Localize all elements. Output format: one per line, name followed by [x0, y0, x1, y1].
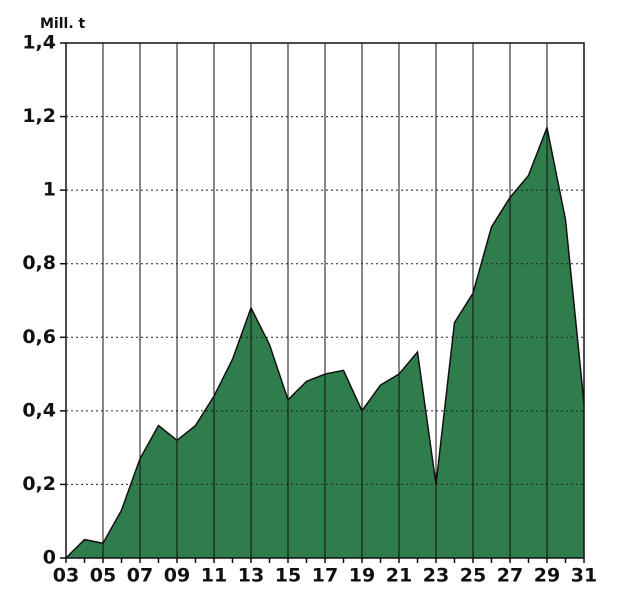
x-tick-label: 29 — [534, 565, 560, 587]
plot-frame — [65, 42, 585, 559]
x-tick-label: 31 — [571, 565, 597, 587]
y-tick-label: 0,8 — [22, 252, 56, 274]
x-tick-label: 17 — [312, 565, 338, 587]
x-tick-label: 21 — [386, 565, 412, 587]
x-tick-label: 03 — [53, 565, 79, 587]
x-tick-label: 13 — [238, 565, 264, 587]
y-tick-label: 1 — [43, 179, 56, 201]
x-tick-label: 05 — [90, 565, 116, 587]
x-tick-label: 19 — [349, 565, 375, 587]
x-tick-label: 27 — [497, 565, 523, 587]
x-tick-label: 09 — [164, 565, 190, 587]
x-tick-label: 11 — [201, 565, 227, 587]
y-axis-label: Mill. t — [40, 16, 86, 32]
x-tick-label: 25 — [460, 565, 486, 587]
y-tick-label: 1,2 — [22, 105, 56, 127]
x-tick-label: 15 — [275, 565, 301, 587]
y-tick-label: 0,2 — [22, 473, 56, 495]
y-tick-label: 0,4 — [22, 399, 56, 421]
y-tick-label: 0,6 — [22, 326, 56, 348]
y-tick-label: 1,4 — [22, 32, 56, 54]
y-tick-label: 0 — [43, 547, 56, 569]
x-tick-label: 07 — [127, 565, 153, 587]
x-tick-label: 23 — [423, 565, 449, 587]
area — [66, 127, 584, 558]
